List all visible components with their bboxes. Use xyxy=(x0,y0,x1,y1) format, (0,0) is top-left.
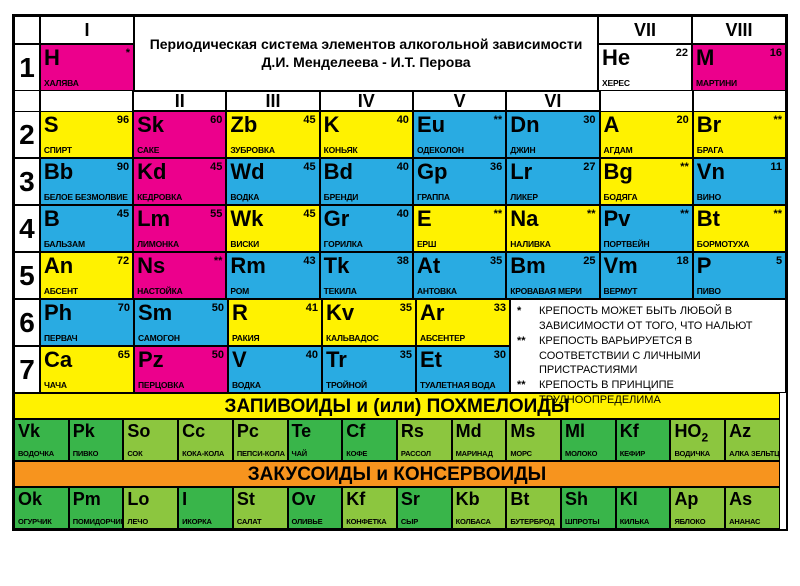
element-cell: Lm55ЛИМОНКА xyxy=(133,205,226,252)
element-cell: Bg**БОДЯГА xyxy=(600,158,693,205)
element-cell: Vn11ВИНО xyxy=(693,158,786,205)
element-cell: Sk60САКЕ xyxy=(133,111,226,158)
element-cell: Pz50ПЕРЦОВКА xyxy=(134,346,228,393)
element-cell: Wk45ВИСКИ xyxy=(226,205,319,252)
element-cell: M16МАРТИНИ xyxy=(692,44,786,91)
element-cell: Ph70ПЕРВАЧ xyxy=(40,299,134,346)
element-cell: P5ПИВО xyxy=(693,252,786,299)
element-cell: Na**НАЛИВКА xyxy=(506,205,599,252)
element-cell: Tr35ТРОЙНОЙ xyxy=(322,346,416,393)
element-cell: K40КОНЬЯК xyxy=(320,111,413,158)
element-cell: HO2ВОДИЧКА xyxy=(670,419,725,461)
element-cell: Gr40ГОРИЛКА xyxy=(320,205,413,252)
element-cell: An72АБСЕНТ xyxy=(40,252,133,299)
element-cell: KfКОНФЕТКА xyxy=(342,487,397,529)
periodic-table: 1IH*ХАЛЯВАПериодическая система элементо… xyxy=(12,14,788,531)
element-cell: Kd45КЕДРОВКА xyxy=(133,158,226,205)
element-cell: Lr27ЛИКЕР xyxy=(506,158,599,205)
element-cell: H*ХАЛЯВА xyxy=(40,44,134,91)
element-cell: Sm50САМОГОН xyxy=(134,299,228,346)
element-cell: KfКЕФИР xyxy=(616,419,671,461)
element-cell: MdМАРИНАД xyxy=(452,419,507,461)
element-cell: RsРАССОЛ xyxy=(397,419,452,461)
element-cell: Bm25КРОВАВАЯ МЕРИ xyxy=(506,252,599,299)
element-cell: PmПОМИДОРЧИК xyxy=(69,487,124,529)
element-cell: E**ЕРШ xyxy=(413,205,506,252)
element-cell: TeЧАЙ xyxy=(288,419,343,461)
element-cell: Kv35КАЛЬВАДОС xyxy=(322,299,416,346)
element-cell: Ns**НАСТОЙКА xyxy=(133,252,226,299)
element-cell: CfКОФЕ xyxy=(342,419,397,461)
element-cell: At35АНТОВКА xyxy=(413,252,506,299)
notes-block: *КРЕПОСТЬ МОЖЕТ БЫТЬ ЛЮБОЙ В ЗАВИСИМОСТИ… xyxy=(510,299,786,393)
element-cell: AzАЛКА ЗЕЛЬТЦЕР xyxy=(725,419,780,461)
element-cell: B45БАЛЬЗАМ xyxy=(40,205,133,252)
element-cell: PkПИВКО xyxy=(69,419,124,461)
element-cell: Bb90БЕЛОЕ БЕЗМОЛВИЕ xyxy=(40,158,133,205)
element-cell: Wd45ВОДКА xyxy=(226,158,319,205)
element-cell: SrСЫР xyxy=(397,487,452,529)
element-cell: OvОЛИВЬЕ xyxy=(288,487,343,529)
element-cell: Tk38ТЕКИЛА xyxy=(320,252,413,299)
element-cell: V40ВОДКА xyxy=(228,346,322,393)
element-cell: Dn30ДЖИН xyxy=(506,111,599,158)
element-cell: ApЯБЛОКО xyxy=(670,487,725,529)
section-header: ЗАКУСОИДЫ и КОНСЕРВОИДЫ xyxy=(14,461,780,487)
element-cell: MlМОЛОКО xyxy=(561,419,616,461)
element-cell: StСАЛАТ xyxy=(233,487,288,529)
element-cell: Zb45ЗУБРОВКА xyxy=(226,111,319,158)
element-cell: Eu**ОДЕКОЛОН xyxy=(413,111,506,158)
element-cell: Pv**ПОРТВЕЙН xyxy=(600,205,693,252)
element-cell: Gp36ГРАППА xyxy=(413,158,506,205)
element-cell: BtБУТЕРБРОД xyxy=(506,487,561,529)
element-cell: OkОГУРЧИК xyxy=(14,487,69,529)
element-cell: KbКОЛБАСА xyxy=(452,487,507,529)
element-cell: A20АГДАМ xyxy=(600,111,693,158)
element-cell: Bt**БОРМОТУХА xyxy=(693,205,786,252)
element-cell: KlКИЛЬКА xyxy=(616,487,671,529)
element-cell: Et30ТУАЛЕТНАЯ ВОДА xyxy=(416,346,510,393)
element-cell: Br**БРАГА xyxy=(693,111,786,158)
element-cell: R41РАКИЯ xyxy=(228,299,322,346)
element-cell: He22ХЕРЕС xyxy=(598,44,692,91)
element-cell: S96СПИРТ xyxy=(40,111,133,158)
element-cell: Vm18ВЕРМУТ xyxy=(600,252,693,299)
element-cell: CcКОКА-КОЛА xyxy=(178,419,233,461)
element-cell: Ar33АБСЕНТЕР xyxy=(416,299,510,346)
element-cell: VkВОДОЧКА xyxy=(14,419,69,461)
element-cell: AsАНАНАС xyxy=(725,487,780,529)
table-title: Периодическая система элементов алкоголь… xyxy=(134,16,598,91)
element-cell: SoСОК xyxy=(123,419,178,461)
element-cell: LoЛЕЧО xyxy=(123,487,178,529)
element-cell: Ca65ЧАЧА xyxy=(40,346,134,393)
element-cell: MsМОРС xyxy=(506,419,561,461)
element-cell: Rm43РОМ xyxy=(226,252,319,299)
element-cell: ShШПРОТЫ xyxy=(561,487,616,529)
element-cell: IИКОРКА xyxy=(178,487,233,529)
element-cell: Bd40БРЕНДИ xyxy=(320,158,413,205)
element-cell: PcПЕПСИ-КОЛА xyxy=(233,419,288,461)
